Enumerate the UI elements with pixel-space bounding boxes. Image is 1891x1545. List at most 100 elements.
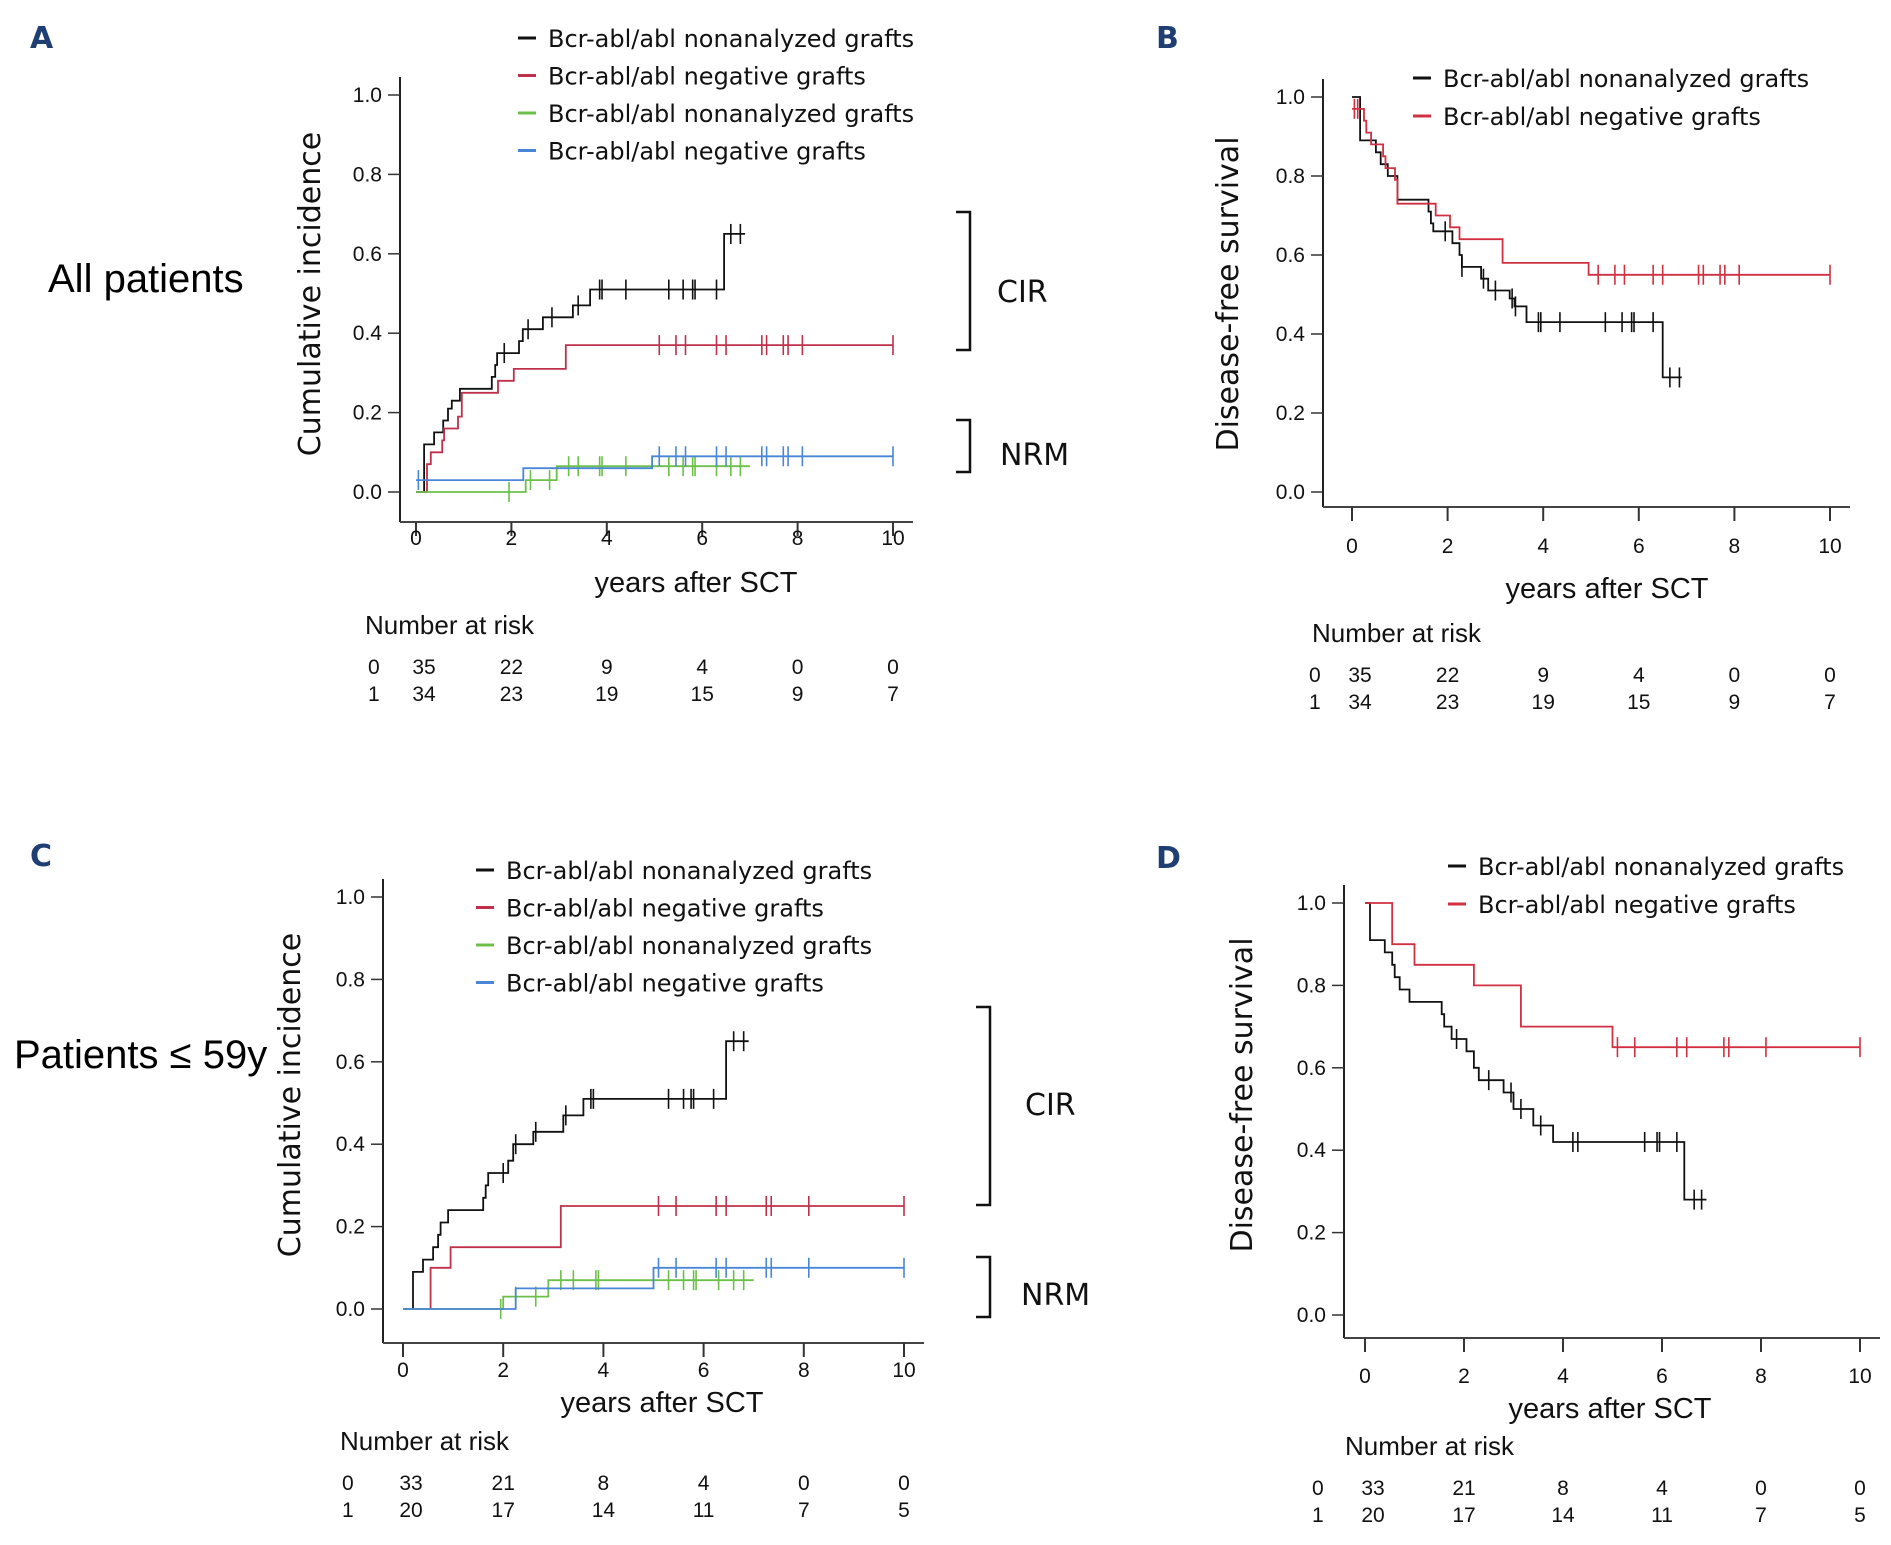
risk-row: 1 34 23 19 15 9 7	[1309, 691, 1836, 714]
x-tick-label: 4	[598, 1359, 610, 1382]
risk-value: 20	[1361, 1504, 1384, 1527]
bracket-label: CIR	[997, 275, 1048, 310]
risk-value: 7	[798, 1499, 810, 1522]
risk-group: 1	[1312, 1504, 1324, 1527]
series-dfs-negative	[1352, 98, 1831, 285]
series-dfs-nonanalyzed	[1365, 902, 1707, 1210]
x-axis-title: years after SCT	[594, 567, 797, 599]
y-axis-title: Disease-free survival	[1225, 937, 1260, 1252]
bracket-cir: CIR	[976, 1005, 1076, 1207]
legend-label: Bcr-abl/abl nonanalyzed grafts	[548, 25, 914, 53]
x-tick-label: 10	[892, 1359, 915, 1382]
risk-value: 8	[1557, 1477, 1569, 1500]
y-tick-label: 0.0	[353, 481, 382, 504]
series-cir-nonanalyzed	[416, 223, 746, 493]
risk-group: 0	[1309, 664, 1321, 687]
risk-value: 35	[412, 656, 435, 679]
legend-item: Bcr-abl/abl nonanalyzed grafts	[476, 857, 872, 885]
legend-item: Bcr-abl/abl nonanalyzed grafts	[518, 100, 914, 128]
series-cir-negative	[416, 335, 894, 493]
risk-value: 9	[601, 656, 613, 679]
risk-value: 22	[1436, 664, 1459, 687]
risk-value: 15	[1627, 691, 1650, 714]
series-nrm-nonanalyzed	[403, 1270, 754, 1319]
risk-row: 1 20 17 14 11 7 5	[342, 1499, 910, 1522]
x-tick-label: 4	[601, 527, 613, 550]
x-tick-label: 0	[397, 1359, 409, 1382]
risk-value: 21	[492, 1472, 515, 1495]
legend-label: Bcr-abl/abl negative grafts	[1443, 103, 1761, 131]
y-tick-label: 0.2	[336, 1216, 365, 1239]
risk-value: 0	[887, 656, 899, 679]
legend-item: Bcr-abl/abl negative grafts	[518, 138, 866, 166]
legend-item: Bcr-abl/abl negative grafts	[476, 970, 824, 998]
step-curve	[416, 233, 746, 493]
risk-value: 0	[798, 1472, 810, 1495]
legend-label: Bcr-abl/abl negative grafts	[506, 895, 824, 923]
risk-value: 17	[1452, 1504, 1475, 1527]
legend-label: Bcr-abl/abl nonanalyzed grafts	[506, 932, 872, 960]
risk-value: 7	[887, 683, 899, 706]
y-tick-label: 0.4	[353, 322, 383, 345]
risk-table-title: Number at risk	[365, 610, 535, 640]
risk-table-title: Number at risk	[1345, 1431, 1515, 1461]
series-dfs-nonanalyzed	[1352, 96, 1682, 388]
risk-value: 19	[1532, 691, 1555, 714]
x-tick-label: 0	[1359, 1365, 1371, 1388]
y-tick-label: 0.8	[336, 968, 365, 991]
series-nrm-negative	[403, 1257, 905, 1310]
y-tick-label: 0.2	[1276, 402, 1305, 425]
risk-row: 0 33 21 8 4 0 0	[342, 1472, 910, 1495]
risk-group: 0	[368, 656, 380, 679]
y-tick-label: 0.0	[1276, 481, 1305, 504]
legend-item: Bcr-abl/abl negative grafts	[1448, 891, 1796, 919]
x-axis-title: years after SCT	[1505, 573, 1708, 605]
bracket-line	[976, 1255, 992, 1319]
risk-value: 21	[1452, 1477, 1475, 1500]
bracket-label: CIR	[1025, 1088, 1076, 1123]
row-label: Patients ≤ 59y	[14, 1033, 267, 1077]
panel-letter: B	[1156, 21, 1179, 56]
y-tick-label: 0.4	[1276, 323, 1306, 346]
risk-value: 9	[1729, 691, 1741, 714]
step-curve	[1352, 96, 1682, 379]
risk-row: 0 35 22 9 4 0 0	[368, 656, 899, 679]
legend-label: Bcr-abl/abl negative grafts	[548, 63, 866, 91]
risk-row: 0 33 21 8 4 0 0	[1312, 1477, 1866, 1500]
panel-letter: C	[30, 839, 52, 874]
risk-group: 1	[1309, 691, 1321, 714]
x-tick-label: 4	[1537, 535, 1549, 558]
bracket-nrm: NRM	[976, 1255, 1090, 1319]
series-dfs-negative	[1365, 902, 1861, 1058]
y-tick-label: 0.8	[353, 163, 382, 186]
risk-value: 34	[1348, 691, 1372, 714]
x-tick-label: 8	[1729, 535, 1741, 558]
risk-group: 1	[342, 1499, 354, 1522]
risk-value: 19	[595, 683, 618, 706]
risk-table-title: Number at risk	[1312, 618, 1482, 648]
risk-value: 20	[399, 1499, 422, 1522]
risk-value: 11	[693, 1499, 715, 1522]
x-tick-label: 10	[1818, 535, 1841, 558]
legend-item: Bcr-abl/abl nonanalyzed grafts	[1448, 853, 1844, 881]
series-cir-negative	[403, 1196, 905, 1310]
x-tick-label: 2	[497, 1359, 509, 1382]
risk-row: 1 34 23 19 15 9 7	[368, 683, 899, 706]
legend-label: Bcr-abl/abl negative grafts	[548, 138, 866, 166]
bracket-label: NRM	[1021, 1278, 1090, 1313]
x-tick-label: 6	[1633, 535, 1645, 558]
legend-item: Bcr-abl/abl nonanalyzed grafts	[1413, 65, 1809, 93]
row-label: All patients	[48, 257, 244, 301]
x-tick-label: 6	[698, 1359, 710, 1382]
risk-value: 0	[1729, 664, 1741, 687]
y-tick-label: 0.6	[336, 1051, 365, 1074]
y-tick-label: 1.0	[353, 84, 382, 107]
bracket-cir: CIR	[956, 210, 1048, 352]
y-axis-title: Cumulative incidence	[273, 933, 308, 1257]
risk-value: 17	[492, 1499, 515, 1522]
risk-value: 34	[412, 683, 436, 706]
panel-letter: A	[30, 21, 54, 56]
legend-item: Bcr-abl/abl negative grafts	[476, 895, 824, 923]
risk-group: 0	[1312, 1477, 1324, 1500]
